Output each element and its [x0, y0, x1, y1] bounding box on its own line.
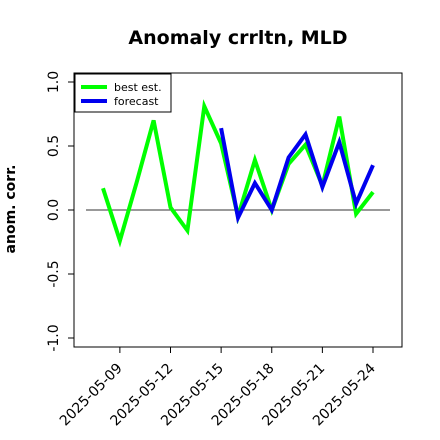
chart-title: Anomaly crrltn, MLD — [128, 27, 347, 49]
y-tick-label: 1.0 — [46, 71, 62, 93]
legend: best est.forecast — [74, 73, 172, 113]
legend-label: forecast — [114, 95, 159, 108]
series-layer — [101, 99, 375, 248]
y-tick-label: -1.0 — [46, 324, 62, 351]
y-axis-label: anom. corr. — [3, 165, 19, 254]
y-tick-label: 0.0 — [46, 199, 62, 221]
y-tick-label: 0.5 — [46, 135, 62, 157]
series-line-forecast — [219, 127, 375, 224]
legend-label: best est. — [114, 81, 162, 94]
y-tick-label: -0.5 — [46, 260, 62, 287]
legend-box — [74, 73, 172, 113]
